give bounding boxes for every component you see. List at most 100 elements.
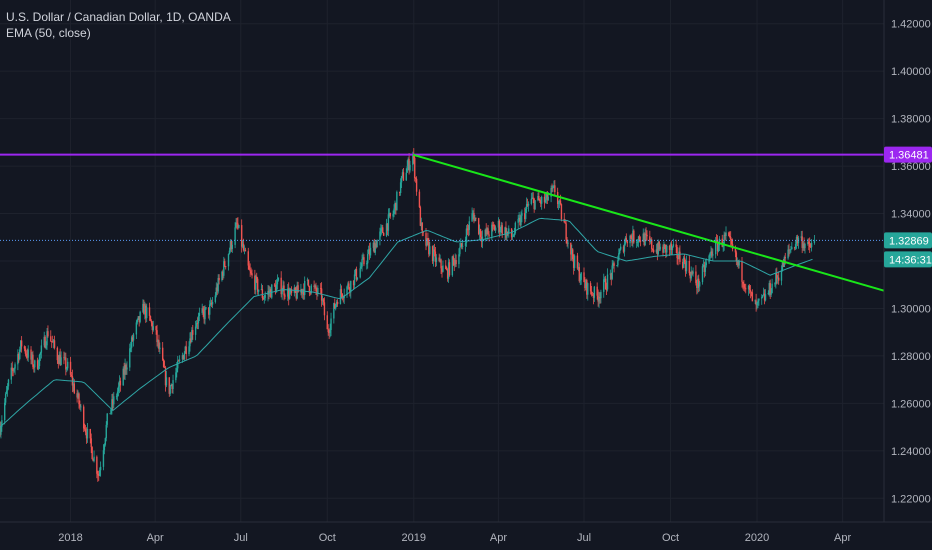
candle bbox=[24, 346, 27, 357]
candle bbox=[289, 287, 292, 295]
candle bbox=[691, 270, 693, 276]
candle bbox=[308, 285, 311, 297]
candle bbox=[32, 350, 34, 370]
candle bbox=[224, 258, 226, 268]
candle bbox=[162, 358, 165, 368]
candle bbox=[310, 283, 312, 295]
candle bbox=[189, 332, 191, 352]
candle bbox=[809, 242, 812, 248]
candle bbox=[626, 240, 628, 247]
candle bbox=[664, 243, 666, 250]
candle bbox=[149, 315, 152, 322]
candle bbox=[420, 217, 423, 231]
candle bbox=[216, 283, 218, 296]
candle bbox=[11, 361, 13, 377]
candle bbox=[90, 433, 92, 454]
y-tick-label: 1.22000 bbox=[891, 493, 931, 505]
indicator-title[interactable]: EMA (50, close) bbox=[6, 26, 91, 40]
x-tick-label: Apr bbox=[834, 532, 851, 544]
candle bbox=[441, 265, 443, 278]
candle bbox=[419, 205, 422, 227]
candle bbox=[196, 317, 199, 330]
candle bbox=[487, 225, 489, 235]
candle bbox=[177, 359, 180, 362]
candle bbox=[307, 279, 310, 287]
candle bbox=[46, 327, 48, 350]
candle bbox=[810, 238, 813, 252]
candle bbox=[34, 359, 36, 373]
price-axis[interactable]: 1.420001.400001.380001.360001.340001.320… bbox=[891, 19, 931, 506]
candle bbox=[579, 273, 581, 286]
candle bbox=[102, 444, 105, 471]
candle bbox=[453, 258, 455, 272]
candle bbox=[249, 263, 251, 277]
candle bbox=[425, 227, 427, 251]
candle bbox=[353, 269, 356, 290]
candle bbox=[112, 393, 114, 411]
candle bbox=[592, 292, 595, 305]
candle bbox=[497, 217, 500, 234]
candle bbox=[238, 224, 240, 229]
candle bbox=[461, 242, 463, 250]
candle bbox=[670, 240, 673, 255]
candle bbox=[650, 238, 652, 244]
candle bbox=[227, 253, 230, 271]
candle bbox=[631, 233, 633, 247]
candle bbox=[675, 239, 677, 254]
candle bbox=[709, 252, 711, 261]
candle bbox=[432, 245, 435, 267]
candle bbox=[414, 177, 417, 183]
candle bbox=[82, 404, 85, 433]
candle bbox=[573, 254, 576, 271]
candle bbox=[721, 234, 723, 248]
candle bbox=[132, 332, 135, 347]
candle bbox=[560, 203, 563, 222]
candle bbox=[800, 230, 802, 241]
candle bbox=[756, 301, 758, 310]
candle bbox=[20, 336, 23, 353]
candle bbox=[98, 467, 101, 477]
symbol-title[interactable]: U.S. Dollar / Canadian Dollar, 1D, OANDA bbox=[6, 10, 231, 24]
candle bbox=[319, 283, 322, 295]
candle bbox=[638, 234, 641, 243]
candle bbox=[683, 254, 686, 265]
candle bbox=[447, 258, 450, 283]
candle bbox=[460, 238, 462, 248]
candle bbox=[23, 345, 26, 352]
candle bbox=[777, 271, 780, 285]
candle bbox=[236, 217, 238, 230]
candle bbox=[334, 298, 336, 309]
trend-line[interactable] bbox=[412, 153, 885, 292]
candle bbox=[754, 299, 756, 305]
candle bbox=[363, 254, 365, 267]
candle bbox=[105, 421, 107, 442]
candle bbox=[524, 207, 526, 224]
candle bbox=[202, 306, 204, 318]
candle bbox=[195, 320, 198, 329]
candle bbox=[570, 242, 572, 261]
candle bbox=[348, 280, 350, 290]
candle bbox=[144, 301, 146, 320]
time-axis[interactable]: 2018 Apr Jul Oct 2019 Apr Jul Oct 2020 Apr bbox=[58, 532, 851, 544]
candle bbox=[241, 240, 244, 249]
last-price-label: 1.32869 bbox=[889, 235, 929, 247]
y-tick-label: 1.40000 bbox=[891, 66, 931, 78]
candle bbox=[788, 243, 790, 257]
candle bbox=[237, 217, 239, 230]
candle bbox=[392, 210, 394, 220]
candle bbox=[25, 350, 28, 359]
candle bbox=[150, 319, 153, 327]
candle bbox=[572, 248, 574, 262]
candle bbox=[433, 243, 436, 257]
countdown-label: 14:36:31 bbox=[889, 254, 932, 266]
candle bbox=[751, 289, 754, 302]
candle bbox=[156, 324, 158, 347]
candle bbox=[498, 219, 501, 238]
candle bbox=[103, 443, 106, 455]
candle bbox=[123, 362, 125, 380]
candle bbox=[333, 302, 335, 324]
candle bbox=[566, 237, 568, 247]
candle bbox=[256, 277, 259, 295]
candle bbox=[129, 343, 131, 372]
